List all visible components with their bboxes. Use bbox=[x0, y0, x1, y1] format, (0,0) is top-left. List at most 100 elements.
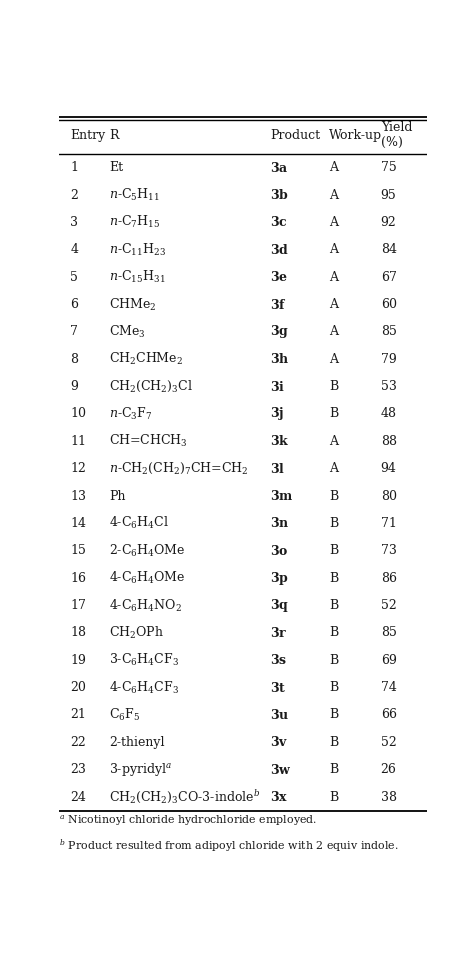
Text: 8: 8 bbox=[70, 353, 78, 366]
Text: B: B bbox=[329, 627, 338, 639]
Text: 88: 88 bbox=[381, 435, 397, 448]
Text: 4-C$_{6}$H$_{4}$Cl: 4-C$_{6}$H$_{4}$Cl bbox=[109, 515, 169, 532]
Text: CMe$_{3}$: CMe$_{3}$ bbox=[109, 324, 146, 340]
Text: $\mathbf{3l}$: $\mathbf{3l}$ bbox=[271, 461, 286, 476]
Text: CHMe$_{2}$: CHMe$_{2}$ bbox=[109, 297, 156, 312]
Text: B: B bbox=[329, 407, 338, 421]
Text: 85: 85 bbox=[381, 627, 397, 639]
Text: $\mathbf{3m}$: $\mathbf{3m}$ bbox=[271, 489, 294, 503]
Text: $\mathbf{3s}$: $\mathbf{3s}$ bbox=[271, 654, 288, 667]
Text: 16: 16 bbox=[70, 571, 86, 585]
Text: B: B bbox=[329, 599, 338, 612]
Text: 75: 75 bbox=[381, 161, 396, 174]
Text: $\mathbf{3r}$: $\mathbf{3r}$ bbox=[271, 626, 288, 640]
Text: 12: 12 bbox=[70, 462, 86, 475]
Text: $\mathbf{3x}$: $\mathbf{3x}$ bbox=[271, 790, 289, 805]
Text: $n$-C$_{15}$H$_{31}$: $n$-C$_{15}$H$_{31}$ bbox=[109, 269, 165, 285]
Text: 60: 60 bbox=[381, 298, 397, 311]
Text: 22: 22 bbox=[70, 736, 86, 748]
Text: Ph: Ph bbox=[109, 489, 125, 503]
Text: $\mathbf{3d}$: $\mathbf{3d}$ bbox=[271, 243, 290, 257]
Text: B: B bbox=[329, 736, 338, 748]
Text: 14: 14 bbox=[70, 517, 86, 530]
Text: CH$_{2}$OPh: CH$_{2}$OPh bbox=[109, 625, 164, 641]
Text: 7: 7 bbox=[70, 325, 78, 338]
Text: 2: 2 bbox=[70, 189, 78, 201]
Text: B: B bbox=[329, 571, 338, 585]
Text: B: B bbox=[329, 763, 338, 777]
Text: $\mathbf{3t}$: $\mathbf{3t}$ bbox=[271, 681, 287, 694]
Text: 10: 10 bbox=[70, 407, 86, 421]
Text: 2-thienyl: 2-thienyl bbox=[109, 736, 164, 748]
Text: Et: Et bbox=[109, 161, 123, 174]
Text: $n$-C$_{5}$H$_{11}$: $n$-C$_{5}$H$_{11}$ bbox=[109, 187, 160, 203]
Text: $\mathbf{3n}$: $\mathbf{3n}$ bbox=[271, 516, 290, 531]
Text: A: A bbox=[329, 325, 338, 338]
Text: R: R bbox=[109, 129, 118, 142]
Text: $\mathbf{3e}$: $\mathbf{3e}$ bbox=[271, 270, 289, 284]
Text: 67: 67 bbox=[381, 271, 397, 283]
Text: A: A bbox=[329, 353, 338, 366]
Text: 21: 21 bbox=[70, 709, 86, 721]
Text: 84: 84 bbox=[381, 244, 397, 256]
Text: Entry: Entry bbox=[70, 129, 106, 142]
Text: $\mathbf{3a}$: $\mathbf{3a}$ bbox=[271, 161, 289, 175]
Text: $n$-CH$_{2}$(CH$_{2}$)$_{7}$CH=CH$_{2}$: $n$-CH$_{2}$(CH$_{2}$)$_{7}$CH=CH$_{2}$ bbox=[109, 461, 248, 477]
Text: Work-up: Work-up bbox=[329, 129, 383, 142]
Text: 73: 73 bbox=[381, 544, 397, 557]
Text: 71: 71 bbox=[381, 517, 397, 530]
Text: B: B bbox=[329, 654, 338, 666]
Text: A: A bbox=[329, 298, 338, 311]
Text: B: B bbox=[329, 791, 338, 804]
Text: 74: 74 bbox=[381, 681, 397, 694]
Text: $\mathbf{3o}$: $\mathbf{3o}$ bbox=[271, 543, 289, 558]
Text: A: A bbox=[329, 435, 338, 448]
Text: B: B bbox=[329, 544, 338, 557]
Text: CH=CHCH$_{3}$: CH=CHCH$_{3}$ bbox=[109, 433, 188, 450]
Text: B: B bbox=[329, 489, 338, 503]
Text: 18: 18 bbox=[70, 627, 86, 639]
Text: A: A bbox=[329, 244, 338, 256]
Text: 2-C$_{6}$H$_{4}$OMe: 2-C$_{6}$H$_{4}$OMe bbox=[109, 542, 185, 559]
Text: $\mathbf{3k}$: $\mathbf{3k}$ bbox=[271, 434, 290, 449]
Text: $\mathbf{3b}$: $\mathbf{3b}$ bbox=[271, 188, 290, 202]
Text: 86: 86 bbox=[381, 571, 397, 585]
Text: 69: 69 bbox=[381, 654, 397, 666]
Text: 38: 38 bbox=[381, 791, 397, 804]
Text: Yield
(%): Yield (%) bbox=[381, 122, 412, 149]
Text: A: A bbox=[329, 189, 338, 201]
Text: B: B bbox=[329, 517, 338, 530]
Text: A: A bbox=[329, 462, 338, 475]
Text: 3: 3 bbox=[70, 216, 78, 229]
Text: $\mathbf{3u}$: $\mathbf{3u}$ bbox=[271, 708, 290, 722]
Text: $\mathbf{3q}$: $\mathbf{3q}$ bbox=[271, 597, 290, 614]
Text: $\mathbf{3c}$: $\mathbf{3c}$ bbox=[271, 216, 288, 229]
Text: 95: 95 bbox=[381, 189, 396, 201]
Text: $n$-C$_{11}$H$_{23}$: $n$-C$_{11}$H$_{23}$ bbox=[109, 242, 166, 258]
Text: CH$_{2}$(CH$_{2}$)$_{3}$Cl: CH$_{2}$(CH$_{2}$)$_{3}$Cl bbox=[109, 379, 193, 395]
Text: A: A bbox=[329, 216, 338, 229]
Text: 13: 13 bbox=[70, 489, 86, 503]
Text: Product: Product bbox=[271, 129, 320, 142]
Text: 17: 17 bbox=[70, 599, 86, 612]
Text: 9: 9 bbox=[70, 380, 78, 394]
Text: $\mathbf{3f}$: $\mathbf{3f}$ bbox=[271, 298, 287, 311]
Text: A: A bbox=[329, 271, 338, 283]
Text: 85: 85 bbox=[381, 325, 397, 338]
Text: 3-pyridyl$^{a}$: 3-pyridyl$^{a}$ bbox=[109, 761, 172, 778]
Text: 15: 15 bbox=[70, 544, 86, 557]
Text: $n$-C$_{3}$F$_{7}$: $n$-C$_{3}$F$_{7}$ bbox=[109, 406, 153, 422]
Text: $\mathbf{3w}$: $\mathbf{3w}$ bbox=[271, 763, 292, 777]
Text: 1: 1 bbox=[70, 161, 78, 174]
Text: $^{a}$ Nicotinoyl chloride hydrochloride employed.: $^{a}$ Nicotinoyl chloride hydrochloride… bbox=[59, 813, 318, 828]
Text: B: B bbox=[329, 380, 338, 394]
Text: 5: 5 bbox=[70, 271, 78, 283]
Text: 48: 48 bbox=[381, 407, 397, 421]
Text: 53: 53 bbox=[381, 380, 397, 394]
Text: $\mathbf{3p}$: $\mathbf{3p}$ bbox=[271, 570, 290, 587]
Text: 19: 19 bbox=[70, 654, 86, 666]
Text: CH$_{2}$CHMe$_{2}$: CH$_{2}$CHMe$_{2}$ bbox=[109, 351, 183, 367]
Text: 23: 23 bbox=[70, 763, 86, 777]
Text: $n$-C$_{7}$H$_{15}$: $n$-C$_{7}$H$_{15}$ bbox=[109, 215, 160, 230]
Text: 3-C$_{6}$H$_{4}$CF$_{3}$: 3-C$_{6}$H$_{4}$CF$_{3}$ bbox=[109, 652, 179, 668]
